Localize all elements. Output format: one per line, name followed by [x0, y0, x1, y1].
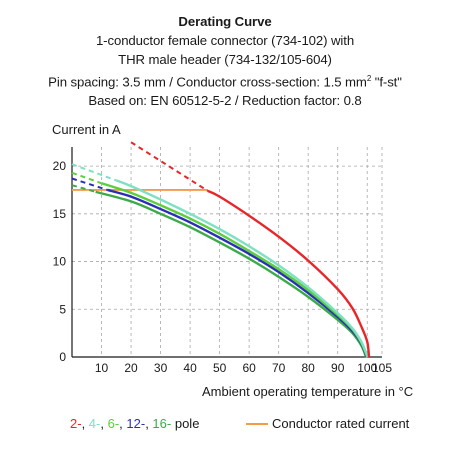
x-tick-label-105: 105	[372, 361, 392, 375]
rated-current-legend: Conductor rated current	[246, 416, 409, 431]
legend-separator-1: ,	[82, 416, 89, 431]
x-tick-label-80: 80	[302, 361, 316, 375]
legend-2-pole: 2-	[70, 416, 82, 431]
rated-current-label: Conductor rated current	[272, 416, 409, 431]
y-tick-label-10: 10	[53, 255, 67, 269]
x-tick-label-90: 90	[331, 361, 345, 375]
curve-12-pole	[107, 190, 366, 357]
series-lines	[72, 142, 369, 357]
rated-current-swatch	[246, 423, 268, 425]
legend-separator-2: ,	[100, 416, 107, 431]
dashed-line-4-pole	[72, 164, 116, 180]
x-tick-label-40: 40	[183, 361, 197, 375]
dashed-line-16-pole	[72, 185, 96, 192]
y-tick-label-20: 20	[53, 159, 67, 173]
y-tick-label-15: 15	[53, 207, 67, 221]
legend-12-pole: 12-	[126, 416, 145, 431]
dashed-line-2-pole	[131, 142, 208, 191]
legend-pole-suffix: pole	[175, 416, 200, 431]
x-axis-label: Ambient operating temperature in °C	[202, 384, 413, 399]
y-axis-label: Current in A	[52, 122, 121, 137]
x-tick-label-30: 30	[154, 361, 168, 375]
pole-legend: 2-, 4-, 6-, 12-, 16- pole	[70, 416, 199, 431]
legend-16-pole: 16-	[152, 416, 171, 431]
legend-6-pole: 6-	[108, 416, 120, 431]
x-tick-label-50: 50	[213, 361, 227, 375]
x-tick-label-20: 20	[124, 361, 138, 375]
chart-axes	[72, 147, 382, 357]
curve-16-pole	[96, 192, 366, 357]
y-tick-label-5: 5	[59, 302, 66, 316]
x-tick-label-10: 10	[95, 361, 109, 375]
curve-6-pole	[102, 183, 368, 357]
legend-4-pole: 4-	[89, 416, 101, 431]
x-tick-label-70: 70	[272, 361, 286, 375]
x-tick-label-60: 60	[242, 361, 256, 375]
chart-grid	[72, 147, 382, 357]
curve-2-pole	[208, 191, 369, 357]
y-tick-label-0: 0	[59, 350, 66, 364]
